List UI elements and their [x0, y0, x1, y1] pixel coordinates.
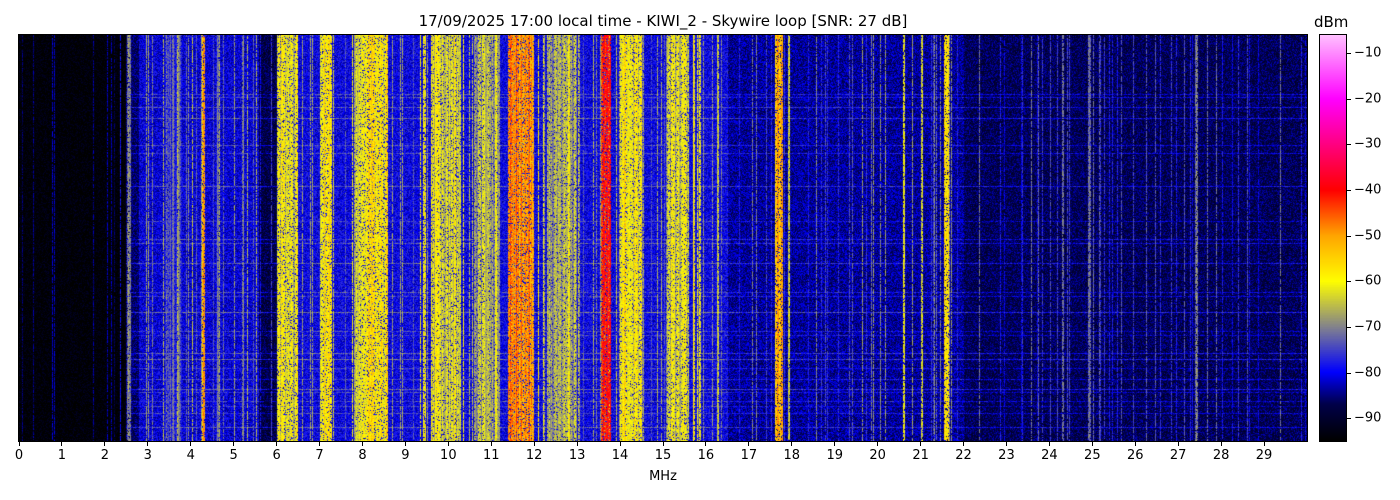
x-tick: [576, 441, 578, 446]
x-tick-label: 12: [525, 448, 543, 463]
colorbar-tick-label: −60: [1354, 273, 1382, 289]
x-tick: [877, 441, 879, 446]
x-tick-label: 13: [568, 448, 586, 463]
colorbar-label: dBm: [1314, 13, 1349, 31]
chart-title: 17/09/2025 17:00 local time - KIWI_2 - S…: [418, 12, 908, 30]
colorbar-tick: [1346, 98, 1351, 100]
x-tick-label: 1: [57, 448, 67, 463]
x-tick-label: 26: [1126, 448, 1144, 463]
colorbar-tick: [1346, 418, 1351, 420]
x-tick: [104, 441, 106, 446]
x-tick-label: 4: [186, 448, 195, 463]
x-tick-label: 25: [1084, 448, 1101, 463]
colorbar-tick: [1346, 53, 1351, 55]
x-tick-label: 22: [955, 448, 972, 463]
x-tick: [1005, 441, 1007, 446]
colorbar-tick-label: −30: [1354, 136, 1382, 152]
x-tick: [18, 441, 20, 446]
x-tick-label: 11: [482, 448, 500, 463]
x-tick-label: 14: [611, 448, 629, 463]
colorbar-tick-label: −50: [1354, 228, 1382, 244]
x-tick: [276, 441, 278, 446]
x-tick-label: 24: [1041, 448, 1058, 463]
x-tick-label: 9: [401, 448, 410, 463]
x-tick-label: 2: [100, 448, 109, 463]
x-tick-label: 7: [315, 448, 324, 463]
x-tick: [834, 441, 836, 446]
x-tick-label: 18: [783, 448, 801, 463]
colorbar-tick-label: −40: [1354, 182, 1382, 198]
x-tick: [791, 441, 793, 446]
x-tick-label: 23: [998, 448, 1015, 463]
x-tick-label: 17: [740, 448, 758, 463]
x-tick: [748, 441, 750, 446]
colorbar-tick: [1346, 235, 1351, 237]
waterfall-plot: [18, 34, 1308, 442]
colorbar-tick: [1346, 281, 1351, 283]
colorbar-tick: [1346, 326, 1351, 328]
x-tick: [1134, 441, 1136, 446]
x-tick-label: 6: [272, 448, 281, 463]
colorbar-tick-label: −70: [1354, 319, 1382, 335]
x-tick-label: 20: [869, 448, 886, 463]
x-tick-label: 16: [697, 448, 715, 463]
spectrogram-heatmap: [19, 35, 1307, 441]
colorbar-tick-label: −20: [1354, 91, 1382, 107]
x-tick: [619, 441, 621, 446]
colorbar: [1319, 34, 1347, 442]
x-tick-label: 5: [229, 448, 238, 463]
x-tick: [404, 441, 406, 446]
x-tick: [705, 441, 707, 446]
x-tick: [1177, 441, 1179, 446]
colorbar-gradient: [1320, 35, 1346, 441]
x-tick-label: 8: [358, 448, 367, 463]
x-tick-label: 10: [440, 448, 457, 463]
x-tick: [920, 441, 922, 446]
colorbar-tick-label: −10: [1354, 45, 1382, 61]
x-tick: [190, 441, 192, 446]
x-tick: [447, 441, 449, 446]
x-tick: [1048, 441, 1050, 446]
x-tick: [319, 441, 321, 446]
colorbar-tick: [1346, 144, 1351, 146]
x-tick: [233, 441, 235, 446]
x-axis-label: MHz: [649, 469, 677, 484]
x-tick: [490, 441, 492, 446]
x-tick-label: 0: [14, 448, 24, 463]
x-tick: [533, 441, 535, 446]
colorbar-tick: [1346, 190, 1351, 192]
x-tick-label: 27: [1169, 448, 1187, 463]
x-tick-label: 21: [912, 448, 929, 463]
x-tick: [1091, 441, 1093, 446]
x-tick-label: 15: [654, 448, 672, 463]
colorbar-tick: [1346, 372, 1351, 374]
colorbar-tick-label: −90: [1354, 410, 1382, 426]
x-tick: [147, 441, 149, 446]
x-tick-label: 19: [826, 448, 843, 463]
colorbar-tick-label: −80: [1354, 365, 1382, 381]
x-tick-label: 3: [143, 448, 152, 463]
x-tick: [963, 441, 965, 446]
x-tick: [361, 441, 363, 446]
x-tick: [61, 441, 63, 446]
x-tick-label: 29: [1255, 448, 1273, 463]
x-tick: [662, 441, 664, 446]
x-tick: [1220, 441, 1222, 446]
x-tick: [1263, 441, 1265, 446]
x-tick-label: 28: [1212, 448, 1230, 463]
